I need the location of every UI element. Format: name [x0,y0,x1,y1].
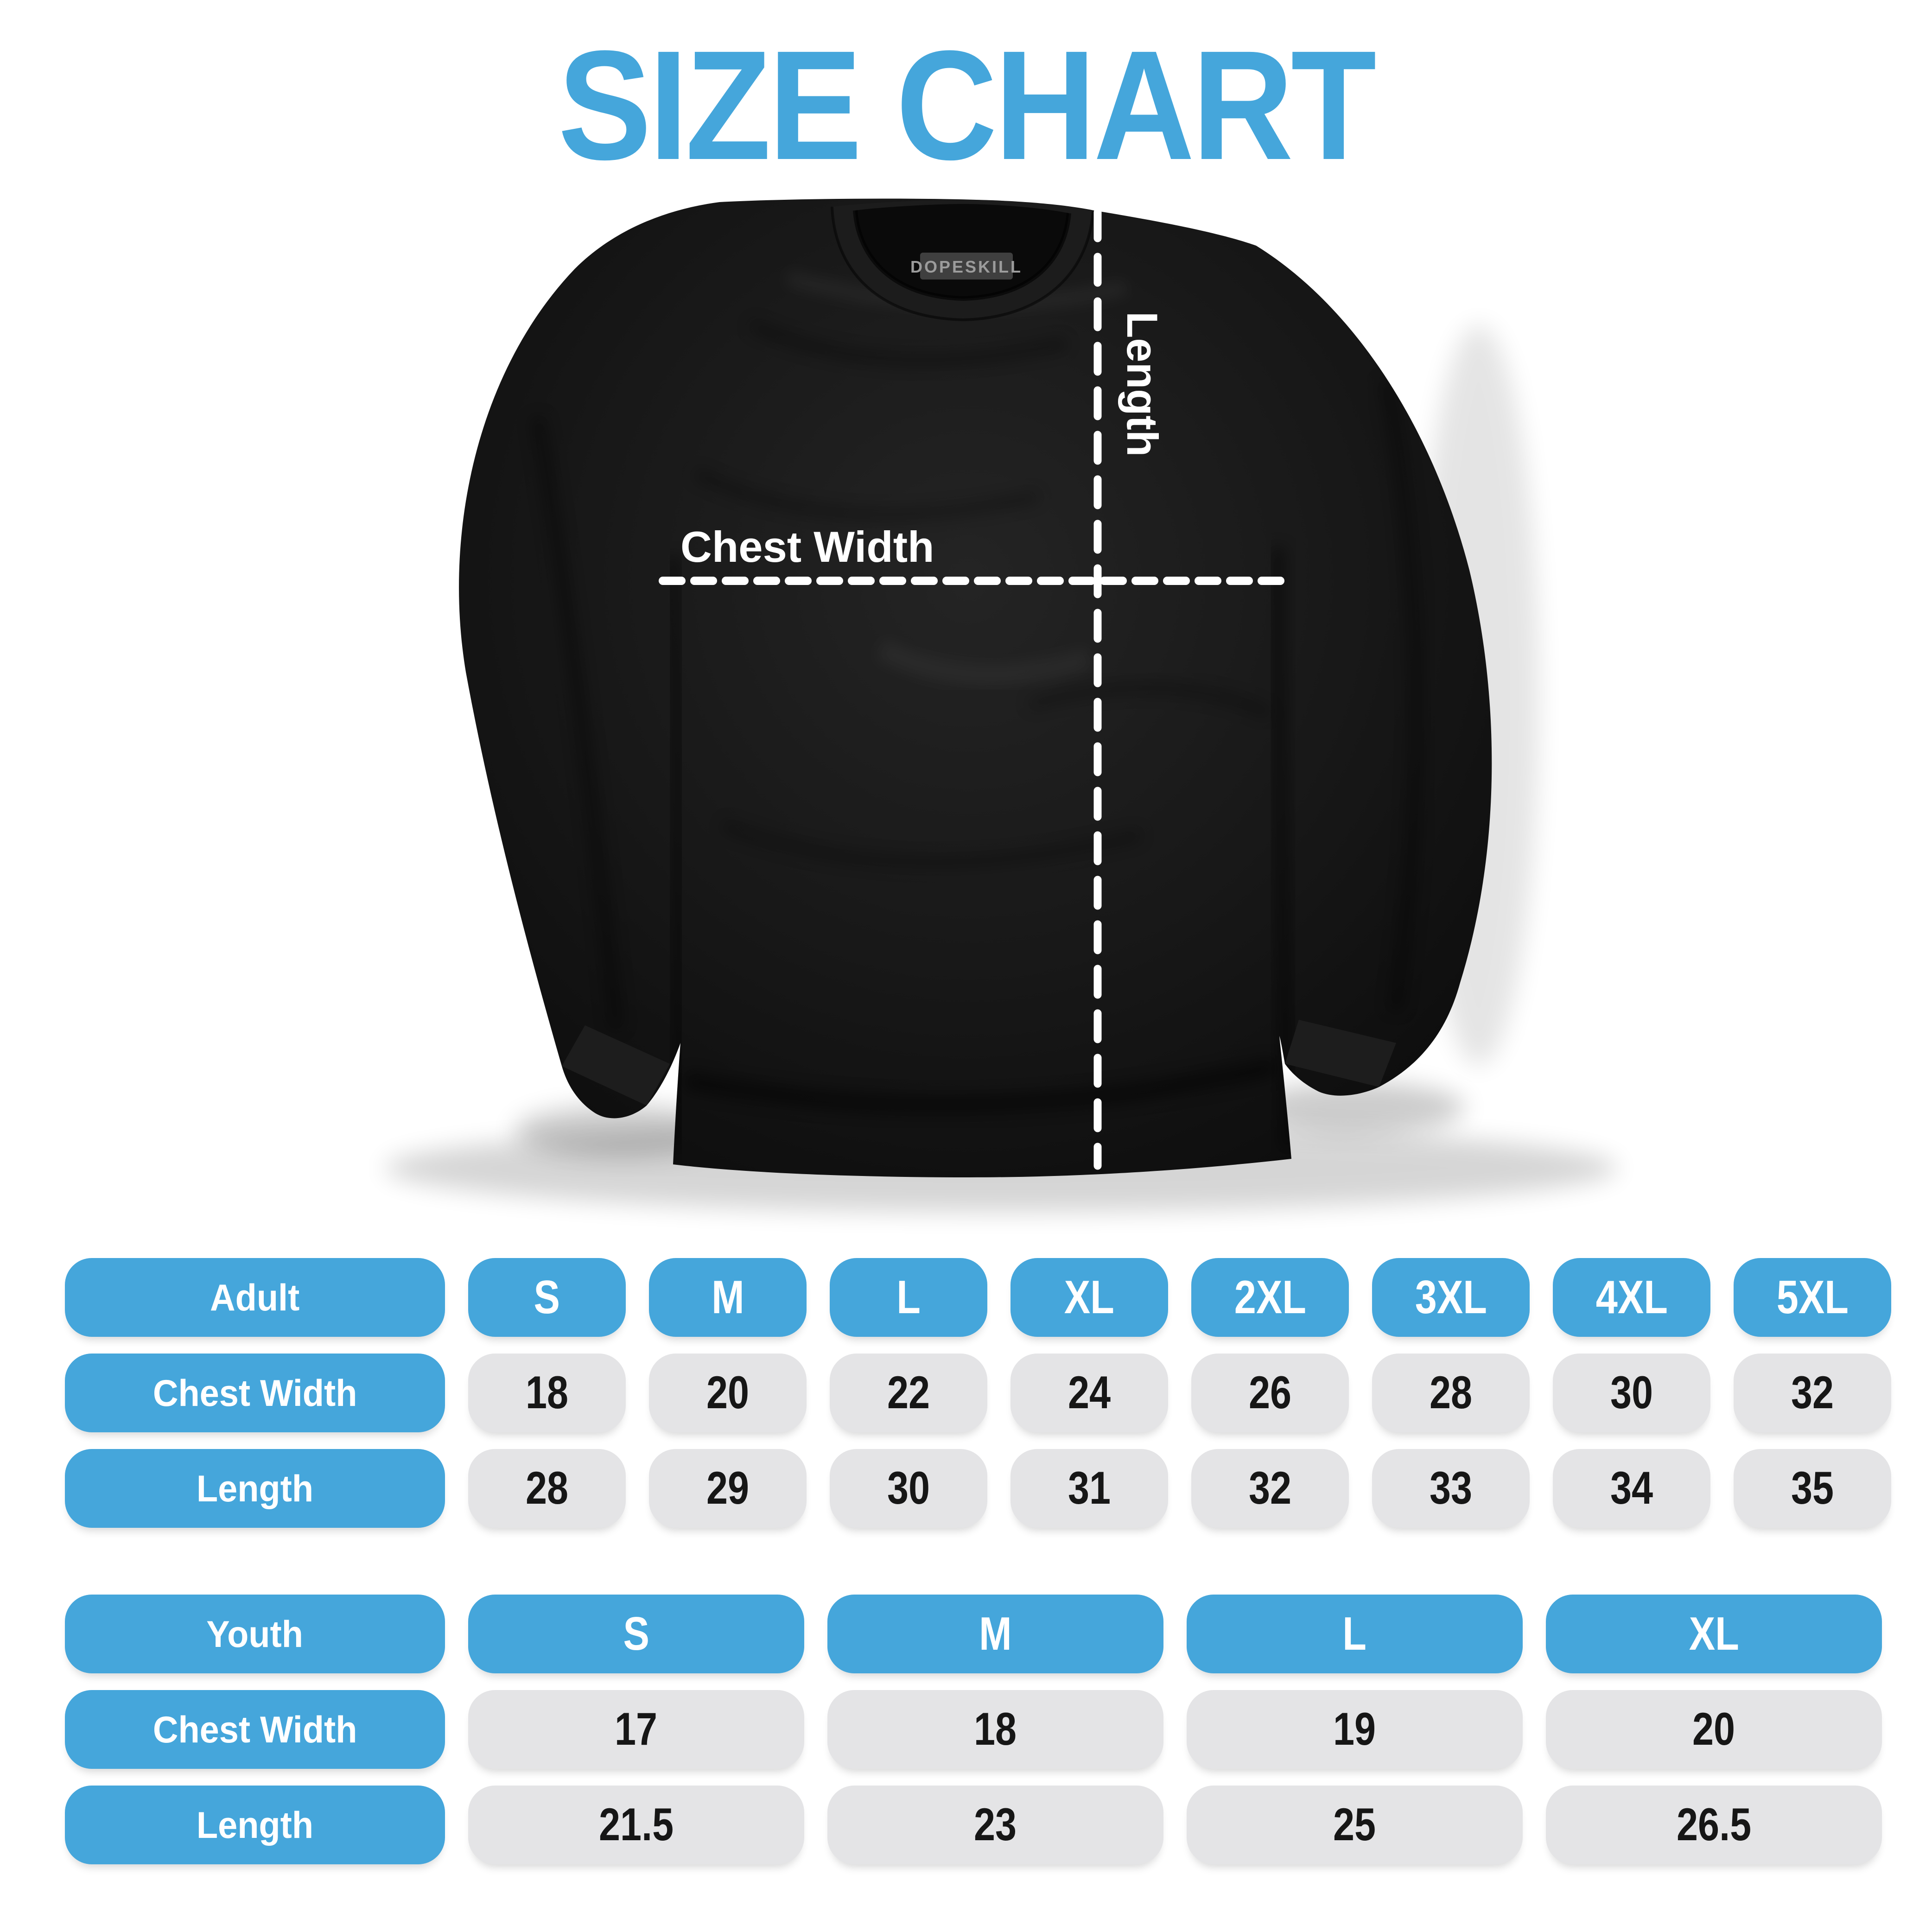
adult-chest-width-value: 20 [649,1354,807,1432]
fabric-folds [531,271,1424,1150]
tshirt-graphic: DOPESKILL Chest Width Length [385,198,1618,1212]
youth-size-table: Youth S M L XL Chest Width 17 18 19 20 L… [65,1595,1882,1864]
youth-chest-width-value: 20 [1546,1690,1882,1769]
brand-tag-text: DOPESKILL [910,257,1023,276]
adult-chest-width-value: 18 [468,1354,626,1432]
adult-length-value: 32 [1191,1449,1349,1528]
youth-chest-width-value: 18 [827,1690,1163,1769]
youth-size-header-l: L [1187,1595,1523,1673]
adult-length-label: Length [65,1449,445,1528]
adult-chest-width-value: 22 [830,1354,987,1432]
adult-size-header-4xl: 4XL [1553,1258,1710,1337]
page-title: SIZE CHART [558,19,1377,192]
adult-length-value: 33 [1372,1449,1530,1528]
adult-length-value: 28 [468,1449,626,1528]
youth-chest-width-value: 19 [1187,1690,1523,1769]
shirt-diagram: DOPESKILL Chest Width Length [385,198,1618,1212]
adult-length-value: 30 [830,1449,987,1528]
adult-size-header-5xl: 5XL [1734,1258,1891,1337]
adult-chest-width-value: 28 [1372,1354,1530,1432]
adult-size-header-l: L [830,1258,987,1337]
adult-size-header-3xl: 3XL [1372,1258,1530,1337]
brand-tag [920,253,1013,280]
adult-size-table: Adult S M L XL 2XL 3XL 4XL 5XL Chest Wid… [65,1258,1891,1528]
youth-size-header-s: S [468,1595,804,1673]
youth-length-label: Length [65,1786,445,1864]
youth-size-header-m: M [827,1595,1163,1673]
adult-chest-width-value: 24 [1010,1354,1168,1432]
youth-length-value: 21.5 [468,1786,804,1864]
adult-length-value: 31 [1010,1449,1168,1528]
youth-length-value: 26.5 [1546,1786,1882,1864]
adult-length-value: 29 [649,1449,807,1528]
shirt-length-label: Length [1118,311,1167,457]
adult-chest-width-value: 26 [1191,1354,1349,1432]
adult-size-header-2xl: 2XL [1191,1258,1349,1337]
adult-length-value: 35 [1734,1449,1891,1528]
adult-row-label: Adult [65,1258,445,1337]
adult-chest-width-value: 32 [1734,1354,1891,1432]
youth-length-value: 23 [827,1786,1163,1864]
youth-chest-width-value: 17 [468,1690,804,1769]
youth-row-label: Youth [65,1595,445,1673]
tshirt-silhouette [459,198,1492,1178]
adult-size-header-m: M [649,1258,807,1337]
adult-chest-width-value: 30 [1553,1354,1710,1432]
collar: DOPESKILL [831,200,1094,322]
adult-size-header-xl: XL [1010,1258,1168,1337]
youth-length-value: 25 [1187,1786,1523,1864]
adult-chest-width-label: Chest Width [65,1354,445,1432]
shirt-chest-width-label: Chest Width [680,522,934,571]
adult-size-header-s: S [468,1258,626,1337]
youth-size-header-xl: XL [1546,1595,1882,1673]
youth-chest-width-label: Chest Width [65,1690,445,1769]
adult-length-value: 34 [1553,1449,1710,1528]
